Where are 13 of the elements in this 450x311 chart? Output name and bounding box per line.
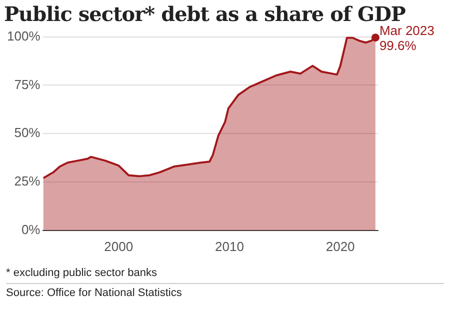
annotation: Mar 2023 (379, 23, 434, 38)
x-tick-label: 2000 (104, 238, 134, 254)
y-tick-label: 75% (14, 76, 41, 92)
text: * excluding public sector banks (6, 266, 158, 280)
annotation: 99.6% (379, 38, 417, 54)
x-tick-label: 2020 (326, 238, 355, 254)
y-tick-label: 25% (14, 174, 41, 189)
y-tick-label: 0% (21, 222, 41, 237)
x-tick-label: 2010 (215, 238, 244, 254)
chart-title: Public sector* debt as a share of GDP (4, 2, 406, 26)
source-note: Source: Office for National Statistics (6, 283, 444, 300)
y-tick-label: 50% (14, 125, 41, 140)
y-tick-label: 100% (7, 28, 41, 44)
